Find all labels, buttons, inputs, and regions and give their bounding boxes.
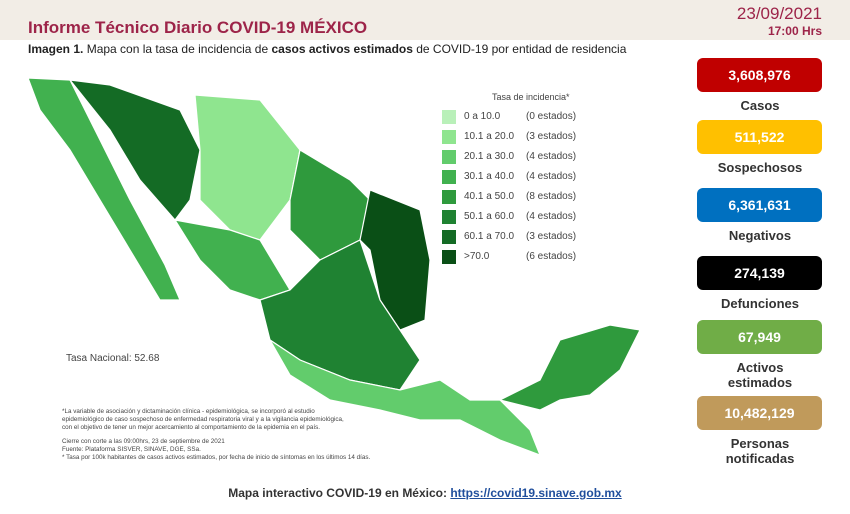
legend-range: 50.1 a 60.0 — [464, 211, 515, 222]
stat-label: Casos — [740, 98, 780, 113]
state — [269, 339, 542, 457]
notes: *La variable de asociación y dictaminaci… — [62, 408, 370, 462]
stat-card: 274,139 — [697, 256, 822, 290]
caption-text: de COVID-19 por entidad de residencia — [416, 42, 627, 56]
legend-range: 60.1 a 70.0 — [464, 231, 515, 242]
note-line: con el objetivo de tener un mejor acerca… — [62, 424, 320, 431]
legend-swatch — [442, 110, 456, 124]
legend-swatch — [442, 230, 456, 244]
footer-text: Mapa interactivo COVID-19 en México: — [228, 486, 447, 500]
legend-swatch — [442, 170, 456, 184]
state — [173, 219, 291, 301]
legend-count: (6 estados) — [526, 251, 577, 262]
stat-label: Sospechosos — [717, 160, 803, 175]
stat-label: Personas notificadas — [725, 436, 795, 466]
caption: Imagen 1. Mapa con la tasa de incidencia… — [28, 42, 626, 56]
title: Informe Técnico Diario COVID-19 MÉXICO — [28, 18, 368, 37]
legend-range: >70.0 — [464, 251, 490, 262]
legend-swatch — [442, 190, 456, 204]
state — [27, 77, 181, 301]
state — [498, 324, 641, 411]
note-line: Cierre con corte a las 09:00hrs, 23 de s… — [62, 438, 225, 445]
stat-label: Negativos — [728, 228, 792, 243]
legend-count: (3 estados) — [526, 231, 577, 242]
note-line: Fuente: Plataforma SISVER, SINAVE, DGE, … — [62, 446, 201, 453]
stat-card: 67,949 — [697, 320, 822, 354]
legend-swatch — [442, 250, 456, 264]
legend-range: 10.1 a 20.0 — [464, 131, 515, 142]
caption-text: Mapa con la tasa de incidencia de — [86, 42, 269, 56]
national-rate: Tasa Nacional: 52.68 — [66, 353, 160, 364]
stat-card: 3,608,976 — [697, 58, 822, 92]
note-line: epidemiológico de caso sospechoso de enf… — [62, 416, 344, 423]
legend-count: (4 estados) — [526, 171, 577, 182]
time: 17:00 Hrs — [767, 24, 822, 38]
stat-card: 511,522 — [697, 120, 822, 154]
legend-swatch — [442, 150, 456, 164]
date: 23/09/2021 — [736, 4, 822, 23]
legend-range: 20.1 a 30.0 — [464, 151, 515, 162]
legend-swatch — [442, 130, 456, 144]
legend-range: 0 a 10.0 — [464, 111, 501, 122]
stat-card: 6,361,631 — [697, 188, 822, 222]
legend-count: (3 estados) — [526, 131, 577, 142]
legend-title: Tasa de incidencia* — [492, 92, 570, 102]
stat-label: Defunciones — [720, 296, 799, 311]
legend-count: (0 estados) — [526, 111, 577, 122]
stat-card: 10,482,129 — [697, 396, 822, 430]
state — [68, 79, 201, 221]
note-line: * Tasa por 100k habitantes de casos acti… — [62, 454, 371, 461]
stat-label: Activos estimados — [727, 360, 793, 390]
footer: Mapa interactivo COVID-19 en México: htt… — [0, 486, 850, 500]
map — [27, 77, 641, 457]
legend-range: 30.1 a 40.0 — [464, 171, 515, 182]
legend-count: (4 estados) — [526, 211, 577, 222]
legend-range: 40.1 a 50.0 — [464, 191, 515, 202]
link[interactable]: https://covid19.sinave.gob.mx — [450, 486, 622, 500]
state — [194, 94, 301, 241]
header-bar — [0, 0, 850, 40]
legend-swatch — [442, 210, 456, 224]
legend-count: (4 estados) — [526, 151, 577, 162]
legend-count: (8 estados) — [526, 191, 577, 202]
note-line: *La variable de asociación y dictaminaci… — [62, 408, 315, 415]
caption-bold: casos activos estimados — [271, 42, 413, 56]
caption-label: Imagen 1. — [28, 42, 84, 56]
